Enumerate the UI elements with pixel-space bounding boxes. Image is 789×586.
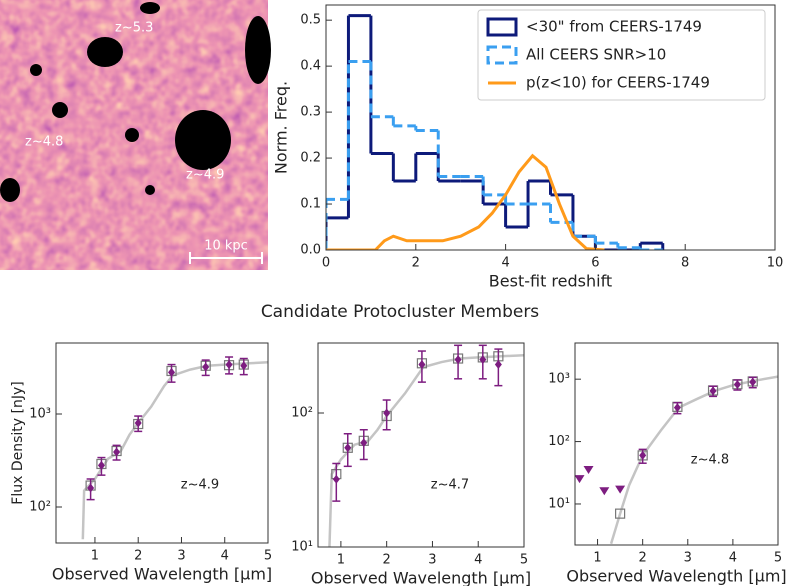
photometry-point — [168, 367, 176, 377]
x-tick-label: 8 — [681, 256, 689, 271]
y-axis-label: Flux Density [nJy] — [10, 381, 26, 504]
x-tick-label: 6 — [591, 256, 599, 271]
plot-area — [81, 356, 268, 540]
x-axis-label: Observed Wavelength [μm] — [311, 569, 531, 586]
plot-area — [575, 375, 778, 545]
x-tick-label: 10 — [767, 256, 784, 271]
y-axis-label: Norm. Freq. — [272, 81, 291, 174]
density-curve — [326, 153, 605, 250]
source-label: z~4.9 — [186, 168, 224, 183]
x-axis-label: Best-fit redshift — [489, 272, 612, 291]
x-tick-label: 2 — [412, 256, 420, 271]
x-tick-label: 2 — [383, 553, 391, 568]
y-tick-label: 10² — [291, 406, 313, 421]
sources — [0, 2, 271, 202]
upper-limit — [575, 475, 585, 484]
y-tick-label: 10³ — [548, 372, 570, 387]
scale-label: 10 kpc — [204, 239, 248, 254]
upper-limit — [599, 487, 610, 496]
y-tick-label: 0.1 — [300, 197, 321, 212]
legend-label: <30" from CEERS-1749 — [526, 18, 702, 36]
x-tick-label: 5 — [264, 549, 272, 564]
photometry-point — [418, 360, 426, 370]
legend-swatch — [486, 17, 518, 37]
y-tick-label: 0.4 — [300, 59, 321, 74]
photometry-point — [344, 443, 352, 453]
x-tick-label: 5 — [774, 551, 782, 566]
photometry-point — [709, 386, 717, 396]
legend-label: p(z<10) for CEERS-1749 — [526, 74, 710, 92]
photometry-point — [639, 450, 647, 460]
photometry-point — [97, 460, 105, 470]
x-tick-label: 1 — [337, 553, 345, 568]
photometry-point — [360, 438, 368, 448]
photometry-point — [673, 403, 681, 413]
x-tick-label: 4 — [729, 551, 737, 566]
photometry-point — [479, 355, 487, 365]
annotation: z~4.9 — [181, 478, 219, 493]
photometry-point — [494, 360, 502, 370]
plot-area — [328, 344, 524, 547]
plot-frame — [325, 4, 776, 251]
x-tick-label: 4 — [474, 553, 482, 568]
photometry-point — [134, 418, 142, 428]
plot-frame — [574, 342, 779, 546]
x-tick-label: 3 — [177, 549, 185, 564]
photometry-point — [454, 355, 462, 365]
model-photometry — [615, 508, 626, 519]
annotation: z~4.7 — [431, 478, 469, 493]
x-tick-label: 4 — [221, 549, 229, 564]
photometry-point — [202, 362, 210, 372]
x-axis-label: Observed Wavelength [μm] — [566, 567, 786, 586]
upper-limit — [615, 485, 626, 494]
photometry-point — [87, 483, 95, 493]
photometry-point — [240, 361, 248, 371]
y-tick-label: 10² — [548, 434, 570, 449]
photometry-point — [733, 380, 741, 390]
plot-frame — [55, 342, 269, 544]
photometry-point — [749, 377, 757, 387]
y-tick-label: 0.3 — [300, 105, 321, 120]
y-tick-label: 10¹ — [291, 540, 313, 555]
x-tick-label: 1 — [593, 551, 601, 566]
x-tick-label: 1 — [91, 549, 99, 564]
y-tick-label: 0.2 — [300, 151, 321, 166]
x-tick-label: 0 — [322, 256, 330, 271]
legend-swatch — [486, 45, 518, 65]
x-tick-label: 3 — [428, 553, 436, 568]
y-tick-label: 10³ — [29, 406, 51, 421]
image-panel: 10 kpc z~5.3 z~4.8 z~4.9 — [0, 0, 271, 270]
x-axis-label: Observed Wavelength [μm] — [52, 565, 272, 584]
y-tick-label: 0.5 — [300, 13, 321, 28]
plot-frame — [317, 342, 525, 548]
photometry-point — [332, 474, 340, 484]
photometry-point — [383, 408, 391, 418]
plot-area — [326, 14, 665, 250]
x-tick-label: 2 — [134, 549, 142, 564]
y-tick-label: 10¹ — [548, 496, 570, 511]
x-tick-label: 4 — [501, 256, 509, 271]
legend-box — [477, 9, 766, 101]
source-label: z~4.8 — [25, 135, 63, 150]
y-tick-label: 0.0 — [300, 243, 321, 258]
model-spectrum — [81, 361, 268, 540]
photometry-point — [225, 360, 233, 370]
photometry-point — [113, 447, 121, 457]
x-tick-label: 3 — [684, 551, 692, 566]
upper-limit — [583, 466, 594, 475]
x-tick-label: 5 — [520, 553, 528, 568]
source-label: z~5.3 — [115, 21, 153, 36]
y-tick-label: 10² — [29, 499, 51, 514]
x-tick-label: 2 — [639, 551, 647, 566]
model-spectrum — [328, 353, 524, 547]
legend-label: All CEERS SNR>10 — [526, 46, 666, 64]
annotation: z~4.8 — [691, 453, 729, 468]
section-title: Candidate Protocluster Members — [261, 302, 539, 322]
